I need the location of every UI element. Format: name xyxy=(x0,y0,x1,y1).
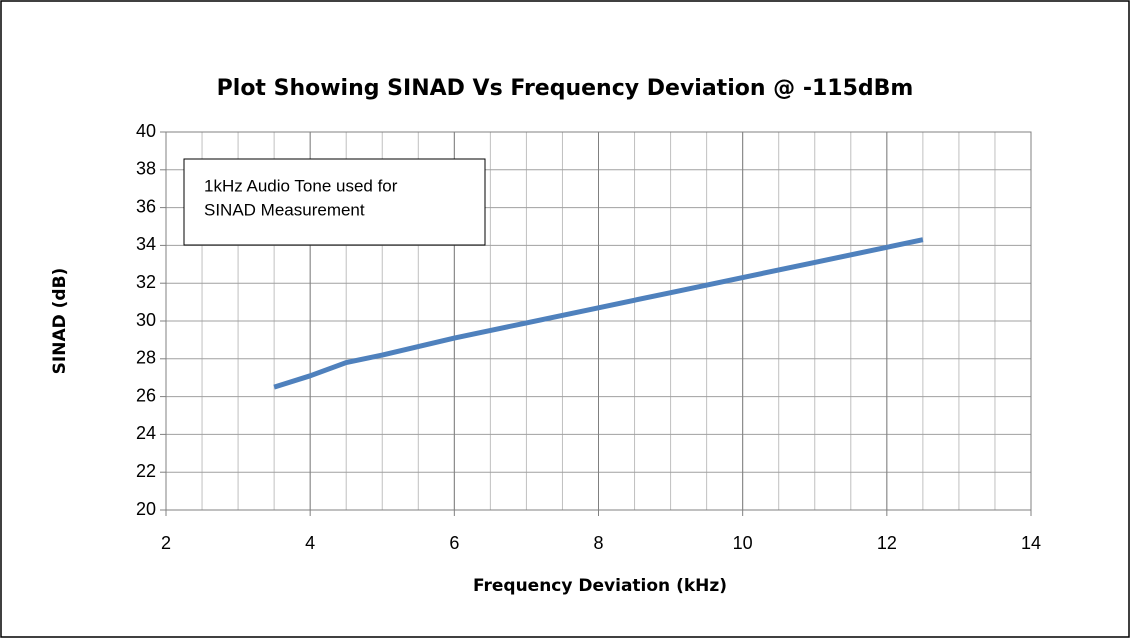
x-tick-label: 14 xyxy=(1021,533,1041,553)
y-tick-label: 40 xyxy=(136,121,156,141)
chart-title: Plot Showing SINAD Vs Frequency Deviatio… xyxy=(217,76,914,101)
y-tick-label: 34 xyxy=(136,234,156,254)
x-axis-label: Frequency Deviation (kHz) xyxy=(473,576,727,596)
y-tick-label: 30 xyxy=(136,310,156,330)
y-tick-label: 26 xyxy=(136,385,156,405)
x-tick-label: 12 xyxy=(877,533,897,553)
x-tick-label: 10 xyxy=(733,533,753,553)
annotation-box xyxy=(183,158,486,246)
y-axis-label: SINAD (dB) xyxy=(50,268,70,375)
y-tick-label: 36 xyxy=(136,196,156,216)
y-tick-label: 20 xyxy=(136,499,156,519)
annotation-line: 1kHz Audio Tone used for xyxy=(204,176,398,195)
annotation-line: SINAD Measurement xyxy=(204,200,365,219)
x-tick-label: 8 xyxy=(593,533,603,553)
x-tick-label: 6 xyxy=(449,533,459,553)
x-tick-label: 2 xyxy=(161,533,171,553)
y-tick-label: 38 xyxy=(136,159,156,179)
y-tick-label: 32 xyxy=(136,272,156,292)
plot xyxy=(273,237,924,390)
y-tick-label: 28 xyxy=(136,348,156,368)
y-tick-label: 24 xyxy=(136,423,156,443)
y-tick-label: 22 xyxy=(136,461,156,481)
plot-frame xyxy=(165,131,1032,511)
data-line xyxy=(273,237,924,390)
x-tick-label: 4 xyxy=(305,533,315,553)
